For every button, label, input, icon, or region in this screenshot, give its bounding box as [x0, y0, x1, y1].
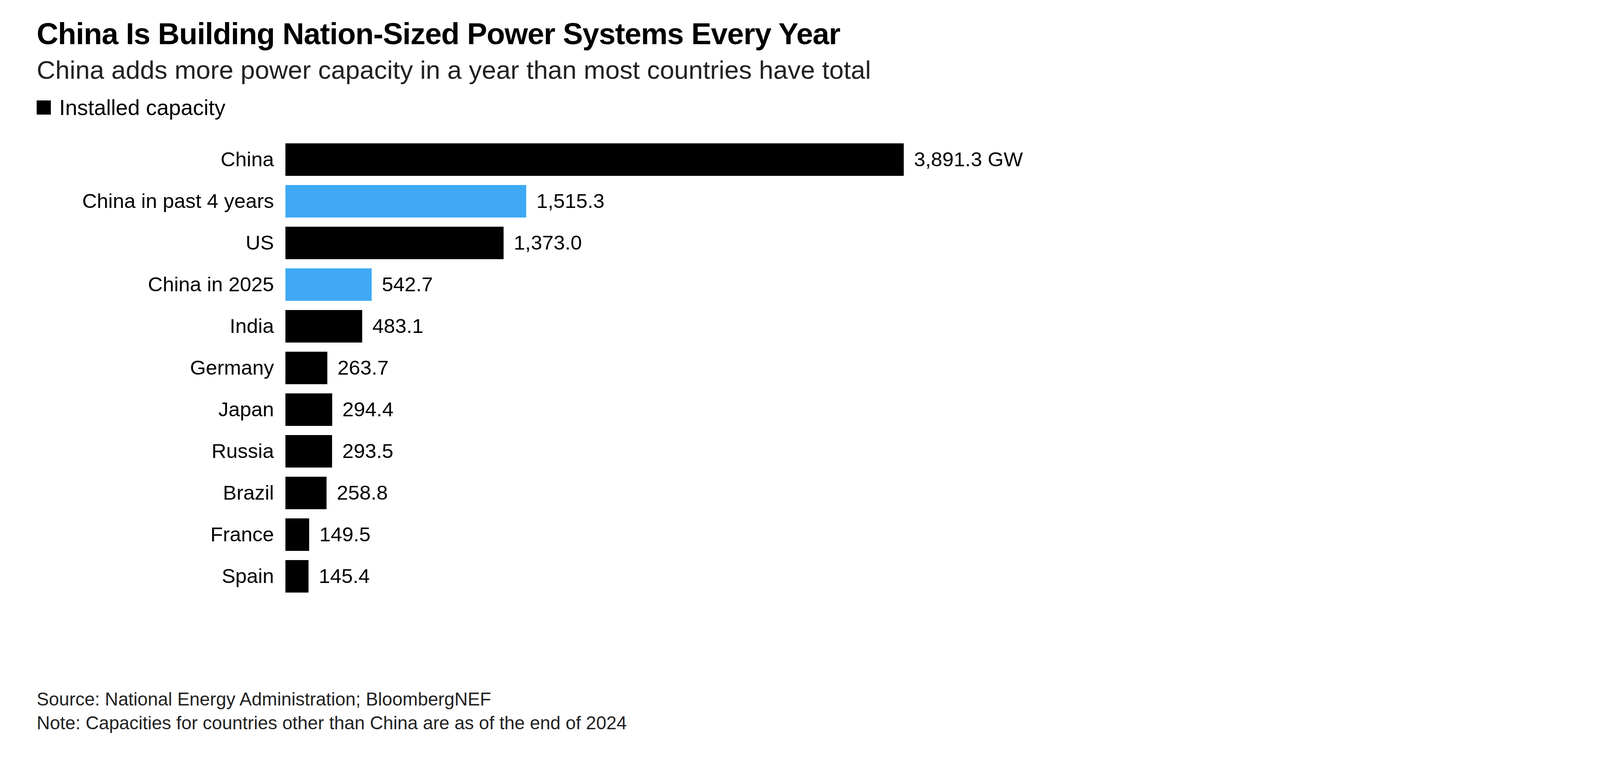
svg-text:Germany: Germany [190, 356, 275, 379]
svg-text:China in 2025: China in 2025 [147, 272, 274, 296]
svg-text:France: France [210, 522, 275, 546]
html-text:China Is Building Nation-Sized: China Is Building Nation-Sized Power Sys… [36, 17, 841, 51]
svg-text:3,891.3 GW: 3,891.3 GW [914, 147, 1024, 171]
svg-text:294.4: 294.4 [342, 397, 394, 421]
svg-text:Spain: Spain [221, 564, 274, 588]
svg-text:1,515.3: 1,515.3 [536, 189, 605, 213]
svg-text:258.8: 258.8 [336, 481, 388, 504]
html-text:China adds more power capacity: China adds more power capacity in a year… [36, 55, 871, 85]
svg-text:263.7: 263.7 [337, 356, 389, 379]
svg-text:China in past 4 years: China in past 4 years [82, 189, 274, 213]
html-text:Installed capacity: Installed capacity [59, 95, 226, 120]
svg-text:149.5: 149.5 [319, 522, 371, 546]
svg-text:US: US [245, 231, 274, 254]
svg-text:483.1: 483.1 [372, 314, 424, 338]
svg-text:Japan: Japan [218, 397, 275, 421]
svg-text:1,373.0: 1,373.0 [513, 231, 583, 254]
svg-text:China: China [220, 147, 275, 171]
svg-text:542.7: 542.7 [381, 272, 433, 296]
html-text:Note: Capacities for countries: Note: Capacities for countries other tha… [36, 712, 627, 733]
svg-text:India: India [229, 314, 275, 338]
svg-text:145.4: 145.4 [318, 564, 370, 588]
svg-text:Brazil: Brazil [222, 481, 275, 504]
html-text:Source: National Energy Admini: Source: National Energy Administration; … [36, 688, 492, 709]
svg-text:Russia: Russia [211, 439, 275, 463]
svg-text:293.5: 293.5 [342, 439, 394, 463]
